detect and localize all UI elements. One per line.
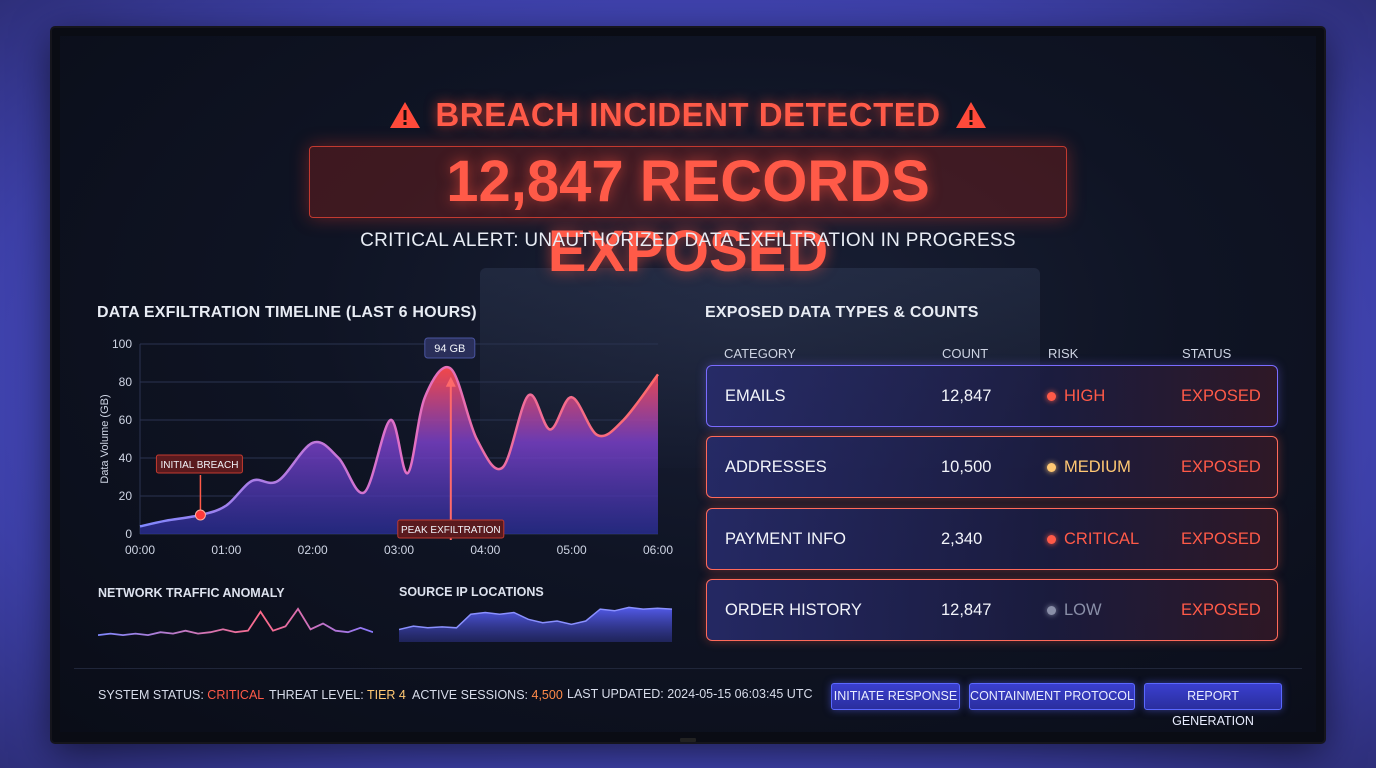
- x-tick-label: 05:00: [557, 543, 587, 557]
- peak-arrow-icon: [445, 376, 456, 387]
- system-status-value: CRITICAL: [207, 688, 265, 702]
- critical-alert-subtitle: CRITICAL ALERT: UNAUTHORIZED DATA EXFILT…: [360, 230, 1016, 251]
- x-tick-label: 02:00: [298, 543, 328, 557]
- last-updated: LAST UPDATED: 2024-05-15 06:03:45 UTC: [567, 687, 813, 701]
- table-row[interactable]: ORDER HISTORY 12,847 LOW EXPOSED: [706, 579, 1278, 641]
- x-tick-label: 00:00: [125, 543, 155, 557]
- row-count: 10,500: [941, 458, 992, 476]
- peak-value-label: 94 GB: [434, 343, 465, 355]
- row-count: 12,847: [941, 387, 992, 405]
- containment-protocol-button[interactable]: CONTAINMENT PROTOCOL: [969, 683, 1135, 710]
- y-tick-label: 0: [125, 527, 132, 541]
- column-header-risk: RISK: [1048, 346, 1079, 361]
- network-traffic-title: NETWORK TRAFFIC ANOMALY: [98, 586, 285, 600]
- row-status: EXPOSED: [1181, 530, 1261, 548]
- source-ip-title: SOURCE IP LOCATIONS: [399, 585, 544, 599]
- risk-label: HIGH: [1064, 387, 1106, 405]
- row-count: 2,340: [941, 530, 983, 548]
- y-tick-label: 60: [119, 413, 133, 427]
- timeline-section-title: DATA EXFILTRATION TIMELINE (LAST 6 HOURS…: [97, 304, 477, 321]
- alert-header: BREACH INCIDENT DETECTED 12,847 RECORDS …: [60, 96, 1316, 284]
- row-status: EXPOSED: [1181, 601, 1261, 619]
- sparkline-area: [399, 607, 672, 642]
- row-category: EMAILS: [725, 387, 786, 405]
- row-category: PAYMENT INFO: [725, 530, 847, 548]
- active-sessions-label: ACTIVE SESSIONS:: [412, 688, 529, 702]
- breach-title-line: BREACH INCIDENT DETECTED: [60, 96, 1316, 134]
- network-traffic-sparkline: [98, 607, 373, 637]
- report-generation-button[interactable]: REPORT GENERATION: [1144, 683, 1282, 728]
- x-tick-label: 03:00: [384, 543, 414, 557]
- tv-frame: BREACH INCIDENT DETECTED 12,847 RECORDS …: [52, 28, 1324, 742]
- y-axis-label: Data Volume (GB): [99, 394, 111, 483]
- risk-label: CRITICAL: [1064, 530, 1140, 548]
- risk-dot-icon: [1047, 605, 1056, 615]
- peak-label-box: [397, 519, 505, 539]
- breach-title: BREACH INCIDENT DETECTED: [435, 96, 941, 133]
- x-tick-label: 06:00: [643, 543, 673, 557]
- y-tick-label: 40: [119, 451, 133, 465]
- active-sessions-value: 4,500: [531, 688, 563, 702]
- risk-dot-icon: [1047, 462, 1056, 472]
- x-tick-label: 01:00: [211, 543, 241, 557]
- timeline-chart-svg: 0 20 40 60 80 100 00:00 01:00 02:00 03:00 04:00 05:…: [99, 337, 673, 557]
- table-row[interactable]: EMAILS 12,847 HIGH EXPOSED: [706, 365, 1278, 427]
- row-count: 12,847: [941, 601, 992, 619]
- x-tick-label: 04:00: [470, 543, 500, 557]
- breach-label: INITIAL BREACH: [160, 460, 238, 471]
- table-row[interactable]: ADDRESSES 10,500 MEDIUM EXPOSED: [706, 436, 1278, 498]
- threat-level-label: THREAT LEVEL:: [269, 688, 364, 702]
- y-tick-label: 100: [112, 337, 132, 351]
- breach-marker: [194, 509, 206, 521]
- peak-value-box: [424, 337, 476, 359]
- footer-divider: [74, 668, 1302, 669]
- column-header-status: STATUS: [1182, 346, 1232, 361]
- sparkline-line: [98, 607, 373, 637]
- tv-brand-logo: [680, 738, 696, 742]
- risk-dot-icon: [1047, 534, 1056, 544]
- active-sessions: ACTIVE SESSIONS: 4,500: [412, 688, 563, 702]
- column-header-category: CATEGORY: [724, 346, 796, 361]
- series-line: [139, 365, 659, 528]
- row-status: EXPOSED: [1181, 387, 1261, 405]
- exposed-section-title: EXPOSED DATA TYPES & COUNTS: [705, 304, 979, 321]
- risk-label: LOW: [1064, 601, 1102, 619]
- breach-label-box: [155, 454, 243, 474]
- risk-label: MEDIUM: [1064, 458, 1131, 476]
- row-risk: HIGH: [1047, 366, 1105, 426]
- table-row[interactable]: PAYMENT INFO 2,340 CRITICAL EXPOSED: [706, 508, 1278, 570]
- system-status: SYSTEM STATUS: CRITICAL: [98, 688, 264, 702]
- row-risk: CRITICAL: [1047, 509, 1139, 569]
- row-category: ADDRESSES: [725, 458, 827, 476]
- initiate-response-button[interactable]: INITIATE RESPONSE: [831, 683, 960, 710]
- records-exposed-banner: 12,847 RECORDS EXPOSED: [309, 146, 1067, 284]
- risk-dot-icon: [1047, 391, 1056, 401]
- row-risk: LOW: [1047, 580, 1102, 640]
- column-header-count: COUNT: [942, 346, 989, 361]
- source-ip-sparkline: [399, 606, 672, 642]
- row-status: EXPOSED: [1181, 458, 1261, 476]
- row-category: ORDER HISTORY: [725, 601, 862, 619]
- threat-level-value: TIER 4: [366, 688, 406, 702]
- system-status-label: SYSTEM STATUS:: [98, 688, 204, 702]
- warning-icon: [390, 102, 421, 128]
- row-risk: MEDIUM: [1047, 437, 1131, 497]
- warning-icon: [955, 102, 986, 128]
- y-tick-label: 20: [119, 489, 133, 503]
- exfiltration-timeline-chart: 0 20 40 60 80 100 00:00 01:00 02:00 03:00 04:00 05:…: [90, 336, 680, 576]
- y-tick-label: 80: [119, 375, 133, 389]
- dashboard-screen: BREACH INCIDENT DETECTED 12,847 RECORDS …: [60, 36, 1316, 732]
- threat-level: THREAT LEVEL: TIER 4: [269, 688, 406, 702]
- sparkline-line: [399, 606, 672, 631]
- peak-label: PEAK EXFILTRATION: [401, 525, 501, 536]
